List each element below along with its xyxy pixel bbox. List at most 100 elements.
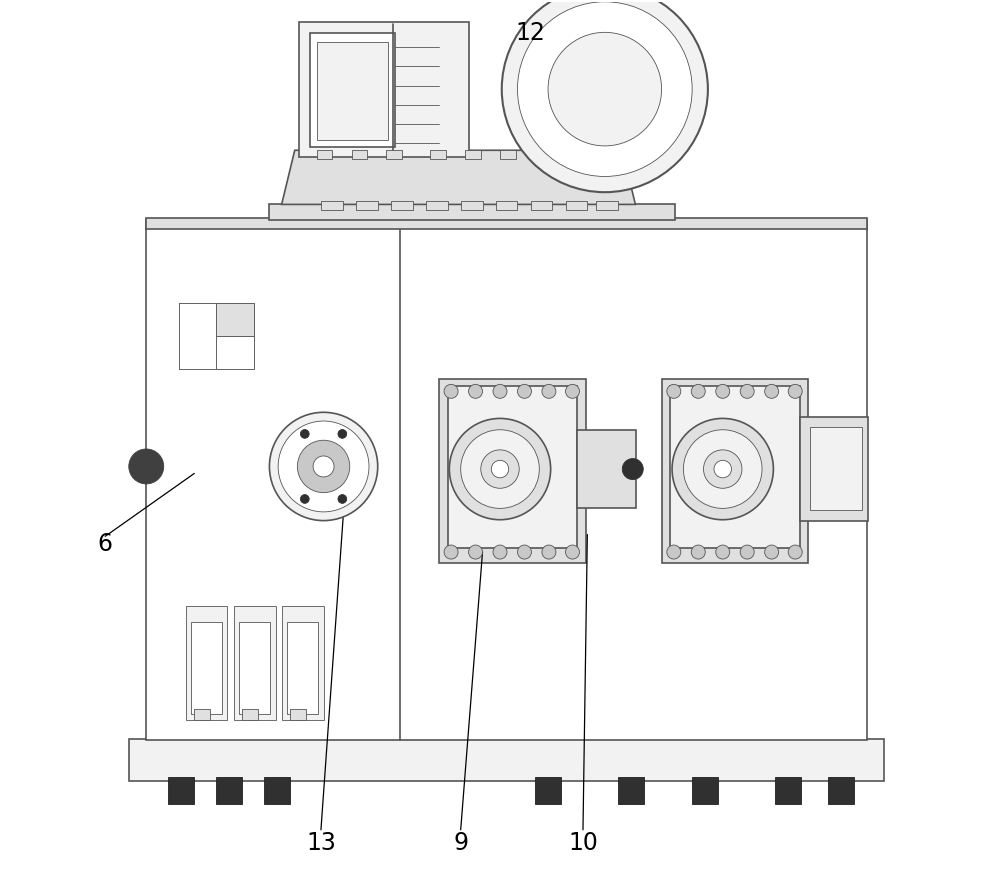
Circle shape <box>461 430 539 508</box>
Circle shape <box>129 450 164 485</box>
Circle shape <box>566 385 579 399</box>
Circle shape <box>493 545 507 559</box>
Circle shape <box>714 461 731 479</box>
Bar <box>191 623 222 714</box>
Circle shape <box>300 495 309 504</box>
Circle shape <box>667 545 681 559</box>
Circle shape <box>788 385 802 399</box>
Bar <box>566 202 587 211</box>
Bar <box>531 202 552 211</box>
Circle shape <box>788 545 802 559</box>
Bar <box>299 23 469 158</box>
Circle shape <box>704 450 742 489</box>
Circle shape <box>338 495 347 504</box>
Bar <box>465 151 481 160</box>
Circle shape <box>667 385 681 399</box>
Bar <box>618 778 644 803</box>
Bar <box>430 151 446 160</box>
Bar <box>179 304 254 370</box>
Circle shape <box>297 441 350 493</box>
Circle shape <box>765 385 779 399</box>
Bar <box>500 151 516 160</box>
Bar <box>535 151 551 160</box>
Bar <box>596 202 618 211</box>
Bar <box>179 304 216 370</box>
Circle shape <box>491 461 509 479</box>
Bar <box>828 778 854 803</box>
Bar <box>496 202 517 211</box>
Bar <box>692 778 718 803</box>
Circle shape <box>517 385 531 399</box>
Bar <box>810 428 862 510</box>
Circle shape <box>716 385 730 399</box>
Bar <box>775 778 801 803</box>
Bar <box>282 607 324 720</box>
Bar <box>439 379 586 563</box>
Bar <box>216 337 254 370</box>
Circle shape <box>542 385 556 399</box>
Polygon shape <box>282 151 635 205</box>
Bar <box>310 34 395 148</box>
Circle shape <box>449 419 551 520</box>
Bar <box>216 304 254 337</box>
Bar <box>317 460 331 474</box>
Circle shape <box>622 459 643 480</box>
Bar <box>448 386 577 548</box>
Circle shape <box>716 545 730 559</box>
Bar <box>662 379 808 563</box>
Circle shape <box>740 385 754 399</box>
Circle shape <box>502 0 708 193</box>
Bar <box>317 151 332 160</box>
Bar <box>321 202 343 211</box>
Bar <box>386 151 402 160</box>
Bar <box>356 202 378 211</box>
Circle shape <box>278 421 369 512</box>
Bar <box>287 623 318 714</box>
Bar <box>234 607 276 720</box>
Bar <box>194 709 210 720</box>
Circle shape <box>469 545 483 559</box>
Bar <box>800 417 868 522</box>
Bar <box>168 778 194 803</box>
Circle shape <box>481 450 519 489</box>
Circle shape <box>517 3 692 177</box>
Circle shape <box>300 430 309 439</box>
Bar <box>461 202 483 211</box>
Circle shape <box>517 545 531 559</box>
Circle shape <box>691 385 705 399</box>
Circle shape <box>313 457 334 478</box>
Bar <box>146 221 867 740</box>
Circle shape <box>740 545 754 559</box>
Circle shape <box>672 419 773 520</box>
Circle shape <box>542 545 556 559</box>
Bar <box>290 709 306 720</box>
Circle shape <box>444 385 458 399</box>
Circle shape <box>269 413 378 521</box>
Circle shape <box>338 430 347 439</box>
Bar <box>570 151 586 160</box>
Circle shape <box>444 545 458 559</box>
Text: 13: 13 <box>306 830 336 854</box>
Bar <box>317 43 388 140</box>
Bar <box>535 778 561 803</box>
Bar <box>577 430 636 508</box>
Bar <box>242 709 258 720</box>
Circle shape <box>683 430 762 508</box>
Bar <box>216 778 242 803</box>
Bar <box>605 151 621 160</box>
Bar <box>264 778 290 803</box>
Bar <box>670 386 800 548</box>
Text: 6: 6 <box>98 532 113 556</box>
Circle shape <box>493 385 507 399</box>
Bar <box>239 623 270 714</box>
Bar <box>186 607 227 720</box>
Circle shape <box>691 545 705 559</box>
Bar <box>426 202 448 211</box>
Circle shape <box>469 385 483 399</box>
Bar <box>269 205 675 221</box>
Bar <box>352 151 367 160</box>
Bar <box>146 220 867 230</box>
Text: 9: 9 <box>453 830 468 854</box>
Text: 10: 10 <box>568 830 598 854</box>
Circle shape <box>548 33 662 147</box>
